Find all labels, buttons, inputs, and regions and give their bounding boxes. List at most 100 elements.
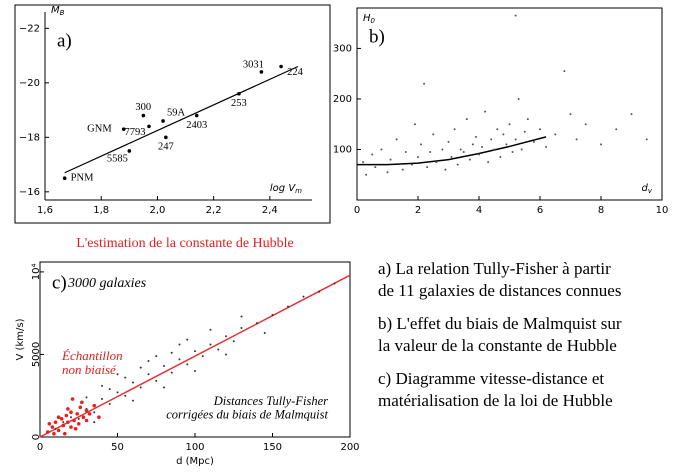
caption-line: de 11 galaxies de distances connues (378, 281, 621, 300)
annotation: 3000 galaxies (67, 276, 147, 291)
data-point (72, 418, 76, 423)
data-point (139, 386, 142, 389)
data-point (380, 148, 383, 151)
data-point (569, 113, 572, 116)
data-point (70, 397, 75, 401)
data-point (170, 351, 173, 354)
point-label: GNM (87, 124, 112, 135)
point-label: 247 (158, 142, 174, 153)
point-label: 59A (167, 107, 186, 118)
data-point (59, 417, 64, 421)
data-point (93, 421, 96, 424)
data-point (468, 158, 471, 161)
data-point (161, 119, 165, 123)
data-point (147, 124, 151, 129)
data-point (66, 407, 70, 411)
plot-frame (356, 7, 663, 201)
data-point (517, 97, 520, 100)
data-point (256, 322, 258, 325)
axis-label-sub: B (60, 9, 65, 17)
main-title: L'estimation de la constante de Hubble (76, 236, 294, 251)
data-point (70, 416, 72, 419)
data-point (523, 130, 526, 133)
point-label: 7793 (124, 127, 145, 138)
data-point (77, 417, 80, 420)
data-point (545, 145, 548, 148)
data-point (64, 413, 69, 418)
x-tick-label: 2,0 (149, 205, 165, 216)
data-point (563, 70, 566, 73)
data-point (194, 369, 196, 372)
data-point (474, 135, 477, 138)
x-axis-label: d (Mpc) (176, 456, 214, 467)
data-point (164, 135, 168, 140)
data-point (532, 140, 535, 143)
data-point (80, 400, 84, 405)
data-point (259, 70, 264, 74)
axis-label-sub: m (295, 187, 302, 195)
point-label: 224 (287, 67, 304, 78)
y-tick-label: 300 (333, 43, 352, 54)
data-point (56, 415, 61, 419)
data-point (490, 138, 493, 141)
data-point (225, 353, 227, 356)
data-point (84, 408, 89, 413)
y-axis-label: V (km/s) (15, 318, 26, 360)
y-tick-label: 10⁴ (31, 264, 42, 281)
data-point (170, 371, 173, 374)
data-point (450, 156, 453, 159)
data-point (318, 290, 320, 293)
point-label: 253 (231, 98, 247, 109)
data-point (69, 425, 73, 429)
data-point (459, 148, 462, 151)
x-tick-label: 0 (37, 442, 43, 453)
data-point (186, 363, 189, 366)
data-point (645, 138, 648, 141)
data-point (61, 423, 66, 428)
data-point (432, 133, 435, 136)
data-point (362, 161, 365, 164)
axis-label: dv (641, 183, 652, 195)
annotation: corrigées du biais de Malmquist (166, 407, 328, 421)
x-tick-label: 8 (598, 205, 604, 216)
data-point (514, 14, 517, 17)
fit-line (39, 274, 351, 438)
x-tick-label: 10 (656, 205, 669, 216)
x-tick-label: 1,6 (37, 205, 53, 216)
data-point (386, 171, 389, 174)
data-point (287, 305, 289, 308)
data-point (514, 138, 517, 141)
data-point (73, 426, 78, 431)
data-point (630, 113, 633, 116)
data-point (84, 418, 89, 423)
data-point (401, 168, 404, 171)
panel-label: c) (52, 272, 67, 293)
data-point (429, 151, 432, 153)
axis-label-main: M (51, 5, 60, 16)
data-point (456, 163, 459, 166)
data-point (426, 166, 429, 169)
data-point (163, 386, 165, 389)
data-point (465, 118, 468, 121)
x-tick-label: 150 (263, 442, 282, 453)
data-point (240, 315, 243, 318)
data-point (502, 133, 505, 136)
x-tick-label: 50 (111, 442, 124, 453)
data-point (496, 128, 499, 131)
data-point (600, 143, 602, 146)
data-point (147, 373, 150, 376)
data-point (163, 365, 165, 368)
data-point (45, 430, 50, 434)
point-label: 5585 (107, 153, 128, 164)
point-label: 3031 (243, 59, 264, 70)
data-point (139, 366, 142, 369)
x-tick-label: 2 (415, 205, 421, 216)
data-point (511, 151, 514, 153)
data-point (462, 151, 465, 153)
data-point (435, 161, 438, 164)
x-tick-label: 2,4 (262, 205, 278, 216)
data-point (365, 173, 368, 176)
data-point (54, 427, 57, 430)
data-point (155, 379, 158, 382)
data-point (155, 355, 158, 358)
